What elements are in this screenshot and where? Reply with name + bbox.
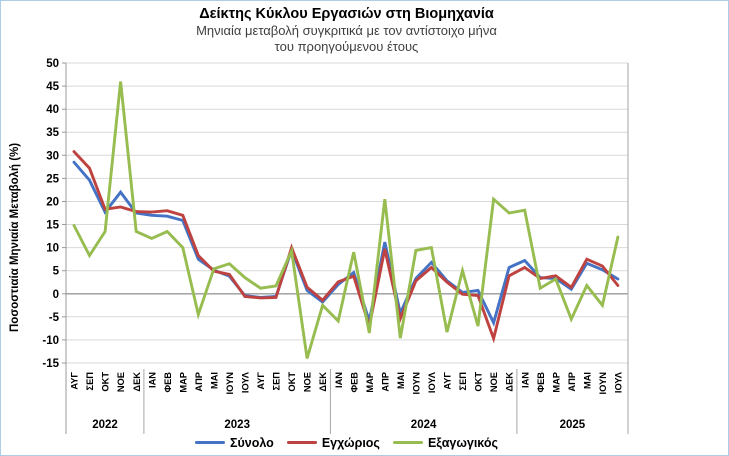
x-month-label: ΙΟΥΝ bbox=[225, 372, 235, 395]
series-line-0 bbox=[72, 160, 620, 327]
y-tick-label: 10 bbox=[46, 243, 59, 255]
y-tick-label: 30 bbox=[46, 150, 59, 162]
y-tick-label: 0 bbox=[53, 289, 59, 301]
legend-label-export: Εξαγωγικός bbox=[427, 435, 498, 450]
x-month-label: ΜΑΙ bbox=[582, 372, 592, 389]
x-month-label: ΑΥΓ bbox=[256, 372, 266, 390]
x-month-label: ΙΑΝ bbox=[520, 372, 530, 388]
y-tick-label: 25 bbox=[46, 173, 59, 185]
export-line-swatch bbox=[392, 440, 423, 445]
y-tick-label: 5 bbox=[53, 266, 60, 278]
x-month-label: ΦΕΒ bbox=[349, 372, 359, 393]
x-month-label: ΟΚΤ bbox=[287, 372, 297, 392]
x-month-label: ΙΟΥΝ bbox=[412, 372, 422, 395]
x-month-label: ΙΑΝ bbox=[147, 372, 157, 388]
legend-item-export: Εξαγωγικός bbox=[392, 435, 498, 450]
x-month-label: ΙΟΥΛ bbox=[427, 371, 437, 393]
x-month-label: ΙΟΥΝ bbox=[598, 372, 608, 395]
legend-item-total: Σύνολο bbox=[195, 436, 274, 450]
x-month-label: ΦΕΒ bbox=[536, 372, 546, 393]
x-month-label: ΑΥΓ bbox=[443, 372, 453, 390]
x-month-label: ΜΑΙ bbox=[210, 372, 220, 389]
x-month-label: ΜΑΡ bbox=[551, 372, 561, 393]
x-month-label: ΑΠΡ bbox=[380, 372, 390, 392]
y-tick-label: 20 bbox=[46, 196, 59, 208]
y-tick-label: -15 bbox=[42, 358, 59, 370]
x-month-label: ΝΟΕ bbox=[303, 372, 313, 392]
chart-subtitle: Μηνιαία μεταβολή συγκριτικά με τον αντίσ… bbox=[1, 23, 692, 55]
series-line-1 bbox=[72, 150, 620, 344]
x-month-label: ΦΕΒ bbox=[163, 372, 173, 393]
x-month-label: ΟΚΤ bbox=[474, 372, 484, 392]
year-label: 2025 bbox=[560, 419, 586, 431]
x-month-label: ΙΟΥΛ bbox=[241, 371, 251, 393]
x-month-label: ΣΕΠ bbox=[85, 372, 95, 391]
y-tick-label: -5 bbox=[49, 312, 60, 324]
y-tick-label: 50 bbox=[46, 58, 59, 70]
x-month-label: ΔΕΚ bbox=[132, 372, 142, 392]
legend-label-total: Σύνολο bbox=[230, 435, 274, 450]
x-month-label: ΑΥΓ bbox=[70, 372, 80, 390]
x-month-label: ΔΕΚ bbox=[505, 372, 515, 392]
x-month-label: ΣΕΠ bbox=[272, 372, 282, 391]
chart-subtitle-line1: Μηνιαία μεταβολή συγκριτικά με τον αντίσ… bbox=[196, 23, 497, 38]
x-month-label: ΙΟΥΛ bbox=[614, 371, 624, 393]
x-month-label: ΜΑΡ bbox=[365, 372, 375, 393]
x-month-label: ΣΕΠ bbox=[458, 372, 468, 391]
domestic-line-swatch bbox=[286, 440, 317, 445]
series-line-2 bbox=[72, 81, 620, 359]
x-month-label: ΝΟΕ bbox=[489, 372, 499, 392]
year-label: 2022 bbox=[92, 419, 118, 431]
x-month-label: ΔΕΚ bbox=[318, 372, 328, 392]
y-tick-label: 45 bbox=[46, 81, 59, 93]
legend-item-domestic: Εγχώριος bbox=[286, 435, 380, 450]
chart-subtitle-line2: του προηγούμενου έτους bbox=[274, 39, 419, 54]
y-tick-label: 40 bbox=[46, 104, 59, 116]
total-line-swatch bbox=[195, 440, 225, 445]
x-month-label: ΙΑΝ bbox=[334, 372, 344, 388]
x-month-label: ΜΑΡ bbox=[178, 372, 188, 393]
y-tick-label: 15 bbox=[46, 220, 59, 232]
y-tick-label: 35 bbox=[46, 127, 59, 139]
x-month-label: ΜΑΙ bbox=[396, 372, 406, 389]
x-month-label: ΑΠΡ bbox=[194, 372, 204, 392]
year-label: 2024 bbox=[411, 419, 437, 431]
year-label: 2023 bbox=[224, 419, 250, 431]
y-tick-label: -10 bbox=[42, 335, 59, 347]
x-month-label: ΑΠΡ bbox=[567, 372, 577, 392]
x-month-label: ΟΚΤ bbox=[101, 372, 111, 392]
x-month-label: ΝΟΕ bbox=[116, 372, 126, 392]
legend-label-domestic: Εγχώριος bbox=[321, 435, 380, 450]
chart-title: Δείκτης Κύκλου Εργασιών στη Βιομηχανία bbox=[199, 6, 494, 22]
chart-legend: Σύνολο Εγχώριος Εξαγωγικός bbox=[1, 434, 692, 451]
